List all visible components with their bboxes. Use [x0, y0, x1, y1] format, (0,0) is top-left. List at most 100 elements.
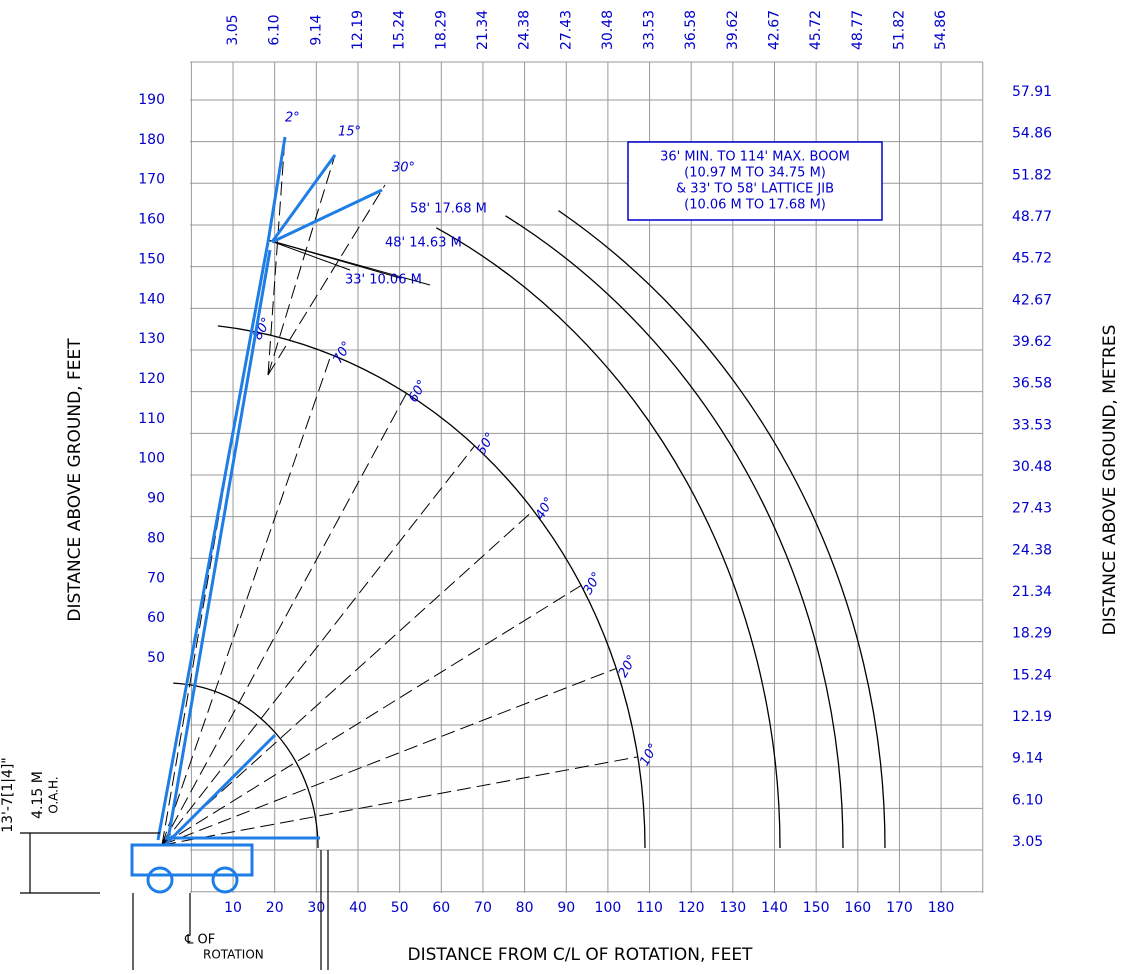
bottom-tick-label: 50 [391, 900, 409, 916]
note-box [627, 141, 883, 221]
bottom-tick-label: 80 [516, 900, 534, 916]
jib-line [267, 239, 401, 279]
bottom-tick-label: 130 [719, 900, 746, 916]
left-tick-label: 130 [138, 331, 165, 347]
right-tick-label: 51.82 [1012, 167, 1052, 183]
angle-label: 50° [474, 430, 499, 457]
bottom-tick-label: 70 [474, 900, 492, 916]
jib-line [267, 136, 286, 376]
angle-label: 70° [331, 339, 356, 366]
bottom-tick-label: 150 [803, 900, 830, 916]
jib-offset-label: 2° [285, 111, 300, 126]
wheel [211, 866, 239, 894]
top-tick-label: 39.62 [725, 10, 741, 50]
dimension-label: 4.15 M [30, 771, 46, 819]
carrier [130, 843, 254, 877]
jib [270, 154, 337, 243]
right-tick-label: 3.05 [1012, 834, 1043, 850]
dimension-label: O.A.H. [47, 776, 61, 813]
right-tick-label: 9.14 [1012, 751, 1043, 767]
left-tick-label: 50 [147, 650, 165, 666]
left-tick-label: 180 [138, 132, 165, 148]
top-tick-label: 6.10 [267, 14, 283, 45]
angle-label: 30° [581, 570, 606, 597]
bottom-tick-label: 90 [557, 900, 575, 916]
note-line: 36' MIN. TO 114' MAX. BOOM [660, 150, 850, 165]
jib-length-label: 48' 14.63 M [385, 236, 462, 251]
right-tick-label: 57.91 [1012, 84, 1052, 100]
top-tick-label: 18.29 [433, 10, 449, 50]
bottom-tick-label: 30 [307, 900, 325, 916]
angle-line [161, 330, 252, 846]
bottom-tick-label: 60 [432, 900, 450, 916]
right-tick-label: 54.86 [1012, 126, 1052, 142]
jib-offset-label: 30° [392, 161, 415, 176]
top-tick-label: 9.14 [308, 14, 324, 45]
right-tick-label: 18.29 [1012, 626, 1052, 642]
jib-length-label: 58' 17.68 M [410, 202, 487, 217]
angle-line [161, 756, 638, 846]
note-line: & 33' TO 58' LATTICE JIB [676, 182, 834, 197]
right-tick-label: 6.10 [1012, 792, 1043, 808]
right-axis-title: DISTANCE ABOVE GROUND, METRES [1100, 325, 1120, 636]
angle-label: 20° [616, 653, 641, 680]
right-tick-label: 21.34 [1012, 584, 1052, 600]
top-tick-label: 12.19 [350, 10, 366, 50]
top-tick-label: 51.82 [891, 10, 907, 50]
left-tick-label: 170 [138, 172, 165, 188]
angle-line [161, 667, 617, 846]
right-tick-label: 42.67 [1012, 292, 1052, 308]
angle-line [161, 445, 476, 846]
top-tick-label: 54.86 [933, 10, 949, 50]
boom [156, 241, 270, 841]
rotation-label: ROTATION [203, 948, 264, 962]
right-tick-label: 24.38 [1012, 542, 1052, 558]
right-tick-label: 48.77 [1012, 209, 1052, 225]
bottom-tick-label: 160 [844, 900, 871, 916]
min-boom-arc [173, 682, 319, 849]
right-tick-label: 30.48 [1012, 459, 1052, 475]
bottom-tick-label: 110 [636, 900, 663, 916]
bottom-axis-title: DISTANCE FROM C/L OF ROTATION, FEET [408, 945, 754, 965]
jib [266, 136, 287, 243]
dimension-label: 13'-7[1|4]" [0, 757, 16, 833]
top-tick-label: 24.38 [517, 10, 533, 50]
right-tick-label: 15.24 [1012, 667, 1052, 683]
left-tick-label: 80 [147, 530, 165, 546]
left-axis-title: DISTANCE ABOVE GROUND, FEET [65, 338, 85, 622]
bottom-tick-label: 20 [266, 900, 284, 916]
bottom-tick-label: 120 [678, 900, 705, 916]
rotation-label: ℄ OF [184, 933, 215, 948]
left-tick-label: 60 [147, 610, 165, 626]
top-tick-label: 21.34 [475, 10, 491, 50]
left-tick-label: 150 [138, 251, 165, 267]
jib-line [267, 184, 386, 376]
left-tick-label: 70 [147, 570, 165, 586]
bottom-tick-label: 140 [761, 900, 788, 916]
bottom-tick-label: 10 [224, 900, 242, 916]
top-tick-label: 33.53 [642, 10, 658, 50]
top-tick-label: 30.48 [600, 10, 616, 50]
jib-offset-label: 15° [338, 125, 361, 140]
top-tick-label: 15.24 [392, 10, 408, 50]
jib-arc [435, 227, 781, 849]
jib-arc [505, 215, 844, 849]
left-tick-label: 160 [138, 212, 165, 228]
top-tick-label: 36.58 [683, 10, 699, 50]
left-tick-label: 140 [138, 291, 165, 307]
bottom-tick-label: 40 [349, 900, 367, 916]
left-tick-label: 110 [138, 411, 165, 427]
angle-line [161, 585, 582, 846]
top-tick-label: 3.05 [225, 14, 241, 45]
angle-label: 10° [637, 741, 662, 768]
right-tick-label: 45.72 [1012, 251, 1052, 267]
boom-low [163, 733, 277, 847]
left-tick-label: 90 [147, 491, 165, 507]
wheel [146, 866, 174, 894]
top-tick-label: 48.77 [850, 10, 866, 50]
note-line: (10.97 M TO 34.75 M) [684, 166, 826, 181]
bottom-tick-label: 100 [595, 900, 622, 916]
bottom-tick-label: 180 [928, 900, 955, 916]
boom-arc [217, 325, 646, 849]
